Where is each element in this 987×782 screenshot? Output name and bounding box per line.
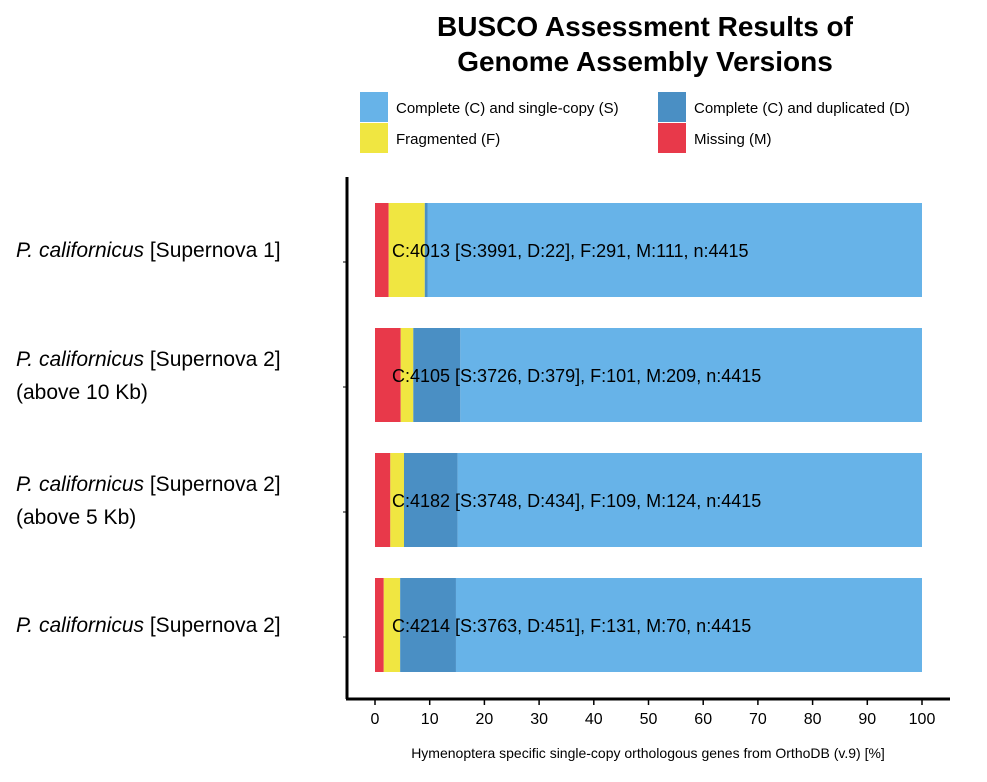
- bar-segment-missing: [375, 203, 389, 297]
- bar-segment-fragmented: [400, 328, 414, 422]
- category-species: P. californicus: [16, 239, 145, 262]
- bar-summary-label: C:4182 [S:3748, D:434], F:109, M:124, n:…: [392, 491, 761, 511]
- x-tick-label: 40: [585, 711, 603, 728]
- category-label: P. californicus [Supernova 2]: [16, 348, 281, 371]
- bar-segment-fragmented: [388, 203, 425, 297]
- category-species: P. californicus: [16, 348, 145, 371]
- bar-segment-duplicated: [413, 328, 461, 422]
- legend-label: Complete (C) and single-copy (S): [396, 100, 619, 117]
- x-tick-label: 0: [371, 711, 380, 728]
- bar-segment-missing: [375, 453, 391, 547]
- bar-segment-missing: [375, 328, 401, 422]
- bar-segment-fragmented: [390, 453, 404, 547]
- bar-summary-label: C:4013 [S:3991, D:22], F:291, M:111, n:4…: [392, 241, 749, 261]
- category-label: P. californicus [Supernova 2]: [16, 473, 281, 496]
- category-label: P. californicus [Supernova 1]: [16, 239, 281, 262]
- x-tick-label: 70: [749, 711, 767, 728]
- bar-segment-single: [457, 453, 922, 547]
- legend-swatch: [658, 123, 686, 153]
- legend-swatch: [360, 92, 388, 122]
- bar-summary-label: C:4105 [S:3726, D:379], F:101, M:209, n:…: [392, 366, 761, 386]
- bar-segment-fragmented: [383, 578, 401, 672]
- chart-title-line: Genome Assembly Versions: [457, 46, 833, 77]
- x-axis-label: Hymenoptera specific single-copy ortholo…: [411, 745, 885, 761]
- bar-segment-single: [455, 578, 922, 672]
- category-label: P. californicus [Supernova 2]: [16, 614, 281, 637]
- category-assembly: [Supernova 2]: [144, 614, 281, 637]
- bar-segment-duplicated: [403, 453, 458, 547]
- bar-segment-single: [460, 328, 922, 422]
- category-assembly: [Supernova 2]: [144, 348, 281, 371]
- x-tick-label: 20: [476, 711, 494, 728]
- category-species: P. californicus: [16, 614, 145, 637]
- x-tick-label: 80: [804, 711, 822, 728]
- x-tick-label: 10: [421, 711, 439, 728]
- legend-swatch: [360, 123, 388, 153]
- bar-summary-label: C:4214 [S:3763, D:451], F:131, M:70, n:4…: [392, 616, 751, 636]
- x-tick-label: 30: [530, 711, 548, 728]
- x-tick-label: 50: [640, 711, 658, 728]
- legend-swatch: [658, 92, 686, 122]
- x-tick-label: 90: [858, 711, 876, 728]
- legend-label: Fragmented (F): [396, 131, 500, 148]
- bar-segment-single: [427, 203, 922, 297]
- bar-segment-missing: [375, 578, 384, 672]
- chart-title-line: BUSCO Assessment Results of: [437, 11, 854, 42]
- bar-segment-duplicated: [424, 203, 428, 297]
- category-label-line2: (above 10 Kb): [16, 381, 148, 404]
- category-label-line2: (above 5 Kb): [16, 506, 136, 529]
- legend-label: Missing (M): [694, 131, 772, 148]
- x-tick-label: 100: [909, 711, 936, 728]
- x-tick-label: 60: [694, 711, 712, 728]
- category-assembly: [Supernova 2]: [144, 473, 281, 496]
- legend-label: Complete (C) and duplicated (D): [694, 100, 910, 117]
- category-assembly: [Supernova 1]: [144, 239, 281, 262]
- category-species: P. californicus: [16, 473, 145, 496]
- bar-segment-duplicated: [400, 578, 456, 672]
